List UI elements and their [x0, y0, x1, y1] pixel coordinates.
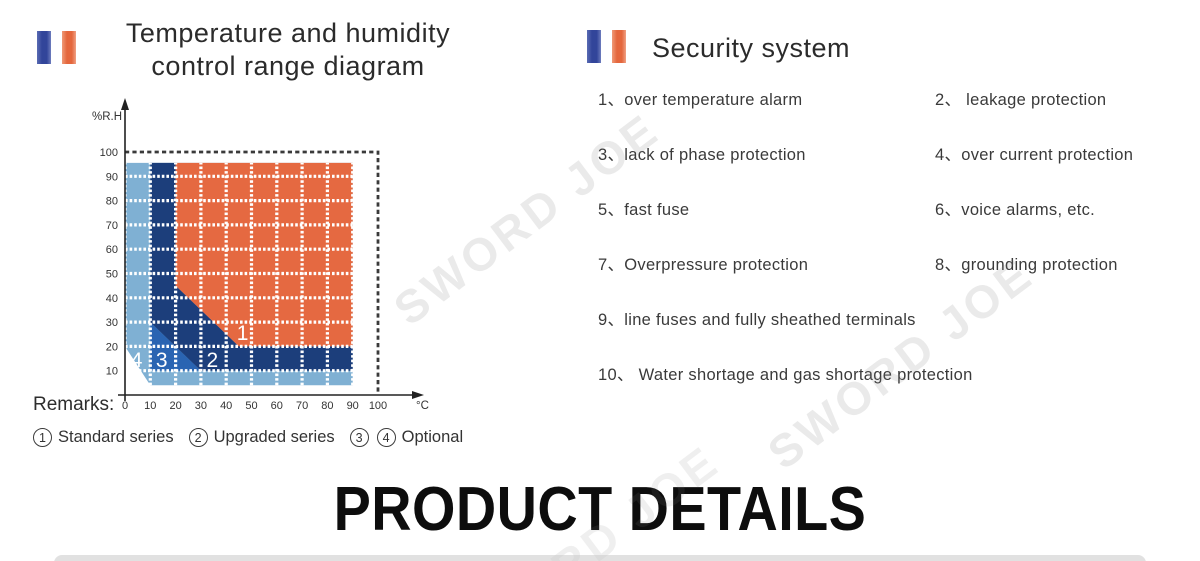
circled-number-icon: 1: [33, 428, 52, 447]
series-legend: 1 Standard series 2 Upgraded series 3 4 Option…: [33, 428, 463, 447]
security-item: 7、Overpressure protection: [598, 256, 809, 274]
legend-item: 1 Standard series: [33, 428, 174, 447]
security-item: 3、lack of phase protection: [598, 146, 806, 164]
security-item: 2、 leakage protection: [935, 91, 1107, 109]
x-tick-label: 0: [122, 400, 128, 412]
legend-item: 3 4 Optional: [349, 428, 464, 447]
temperature-humidity-title: Temperature and humidity control range d…: [30, 17, 546, 83]
region-label-4: 4: [131, 349, 143, 372]
y-tick-label: 90: [106, 171, 118, 183]
legend-label: Upgraded series: [213, 428, 335, 446]
left-section-flag-icon: [37, 31, 76, 64]
x-tick-label: 100: [369, 400, 387, 412]
circled-number-icon: 3: [349, 428, 369, 447]
security-system-title: Security system: [652, 33, 851, 63]
flag-orange-bar-icon: [612, 30, 626, 63]
x-tick-label: 70: [296, 400, 308, 412]
y-tick-label: 10: [106, 366, 118, 378]
security-list: 1、over temperature alarm 2、 leakage prote…: [598, 86, 1190, 416]
x-tick-label: 60: [271, 400, 283, 412]
security-item: 6、voice alarms, etc.: [935, 201, 1096, 219]
remarks-label: Remarks:: [33, 394, 115, 415]
y-tick-label: 40: [106, 293, 118, 305]
region-label-3: 3: [156, 349, 168, 372]
y-tick-label: 80: [106, 196, 118, 208]
security-item: 9、line fuses and fully sheathed terminal…: [598, 311, 916, 329]
y-tick-label: 70: [106, 220, 118, 232]
x-tick-label: 50: [245, 400, 257, 412]
region-label-2: 2: [206, 349, 218, 372]
y-axis-title: %R.H: [92, 111, 122, 123]
y-tick-label: 100: [100, 147, 118, 159]
flag-orange-bar-icon: [62, 31, 76, 64]
y-tick-label: 50: [106, 269, 118, 281]
x-axis-title: °C: [416, 400, 429, 412]
next-section-top-edge: [54, 555, 1146, 561]
security-item: 4、over current protection: [935, 146, 1134, 164]
circled-number-icon: 2: [188, 428, 208, 447]
humidity-chart-svg: 4 3 210 10 20 30 40 50 60 70 80 90 10010203040506070…: [92, 98, 429, 412]
y-tick-label: 30: [106, 317, 118, 329]
x-tick-label: 10: [144, 400, 156, 412]
title-line-1: Temperature and humidity: [125, 18, 451, 48]
y-axis-arrow-icon: [121, 98, 129, 110]
x-tick-label: 20: [169, 400, 181, 412]
circled-number-icon: 4: [376, 428, 396, 447]
y-tick-label: 20: [106, 341, 118, 353]
legend-label: Standard series: [58, 428, 174, 446]
x-tick-label: 30: [195, 400, 207, 412]
x-tick-label: 80: [321, 400, 333, 412]
security-item: 10、 Water shortage and gas shortage prot…: [598, 366, 973, 384]
security-item: 5、fast fuse: [598, 201, 690, 219]
security-item: 8、grounding protection: [935, 256, 1118, 274]
product-details-heading: PRODUCT DETAILS: [333, 475, 867, 544]
x-axis-arrow-icon: [412, 391, 424, 399]
x-tick-label: 40: [220, 400, 232, 412]
legend-item: 2 Upgraded series: [188, 428, 335, 447]
flag-blue-bar-icon: [587, 30, 601, 63]
humidity-chart: 4 3 2 1 0 10 20 30 40 50 60 70 80 90 100 10 20 30 40 50 60 70…: [80, 92, 445, 427]
security-section-flag-icon: [587, 30, 626, 63]
x-tick-label: 90: [347, 400, 359, 412]
y-tick-label: 60: [106, 244, 118, 256]
security-item: 1、over temperature alarm: [598, 91, 803, 109]
region-label-1: 1: [237, 322, 249, 345]
title-line-2: control range diagram: [151, 50, 425, 81]
legend-label: Optional: [401, 428, 464, 446]
chart-region-1: [175, 162, 353, 347]
flag-blue-bar-icon: [37, 31, 51, 64]
chart-dashed-frame: [125, 150, 380, 395]
